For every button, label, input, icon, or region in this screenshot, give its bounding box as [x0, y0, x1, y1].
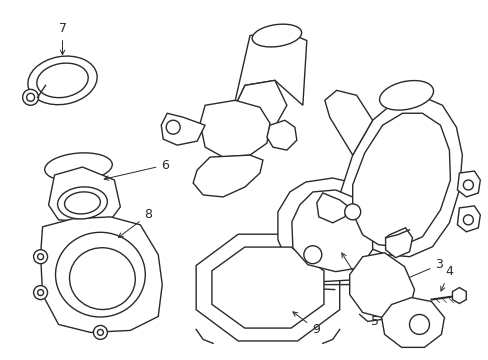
Circle shape [166, 120, 180, 134]
Polygon shape [193, 155, 263, 197]
Polygon shape [48, 167, 120, 223]
Polygon shape [277, 178, 389, 282]
Polygon shape [196, 234, 339, 341]
Polygon shape [200, 100, 269, 157]
Text: 4: 4 [440, 265, 452, 291]
Text: 5: 5 [370, 315, 395, 328]
Circle shape [22, 89, 39, 105]
Polygon shape [41, 217, 162, 332]
Ellipse shape [64, 192, 100, 214]
Circle shape [34, 250, 47, 264]
Ellipse shape [44, 153, 112, 181]
Circle shape [463, 215, 472, 225]
Text: 7: 7 [59, 22, 66, 55]
Polygon shape [233, 80, 286, 135]
Circle shape [303, 246, 321, 264]
Polygon shape [233, 31, 306, 110]
Circle shape [93, 325, 107, 339]
Text: 9: 9 [292, 312, 319, 336]
Ellipse shape [252, 24, 301, 47]
Circle shape [26, 93, 35, 101]
Polygon shape [316, 193, 348, 223]
Polygon shape [161, 113, 204, 145]
Polygon shape [451, 288, 466, 303]
Circle shape [38, 254, 43, 260]
Text: 8: 8 [118, 208, 152, 238]
Ellipse shape [28, 56, 97, 105]
Ellipse shape [58, 187, 107, 219]
Circle shape [344, 204, 360, 220]
Polygon shape [456, 206, 479, 232]
Polygon shape [381, 298, 444, 347]
Ellipse shape [37, 63, 88, 98]
Circle shape [408, 315, 428, 334]
Text: 1: 1 [341, 253, 368, 296]
Circle shape [38, 289, 43, 296]
Ellipse shape [56, 232, 145, 317]
Text: 3: 3 [402, 258, 443, 280]
Ellipse shape [379, 81, 433, 110]
Text: 2: 2 [171, 129, 179, 147]
Polygon shape [456, 171, 479, 197]
Circle shape [34, 285, 47, 300]
Polygon shape [266, 120, 296, 150]
Text: 6: 6 [104, 158, 169, 180]
Polygon shape [291, 190, 372, 272]
Ellipse shape [69, 248, 135, 310]
Circle shape [97, 329, 103, 336]
Polygon shape [349, 253, 414, 319]
Circle shape [463, 180, 472, 190]
Polygon shape [352, 113, 449, 247]
Polygon shape [339, 95, 462, 257]
Polygon shape [211, 247, 323, 328]
Polygon shape [324, 90, 372, 155]
Polygon shape [385, 228, 412, 258]
